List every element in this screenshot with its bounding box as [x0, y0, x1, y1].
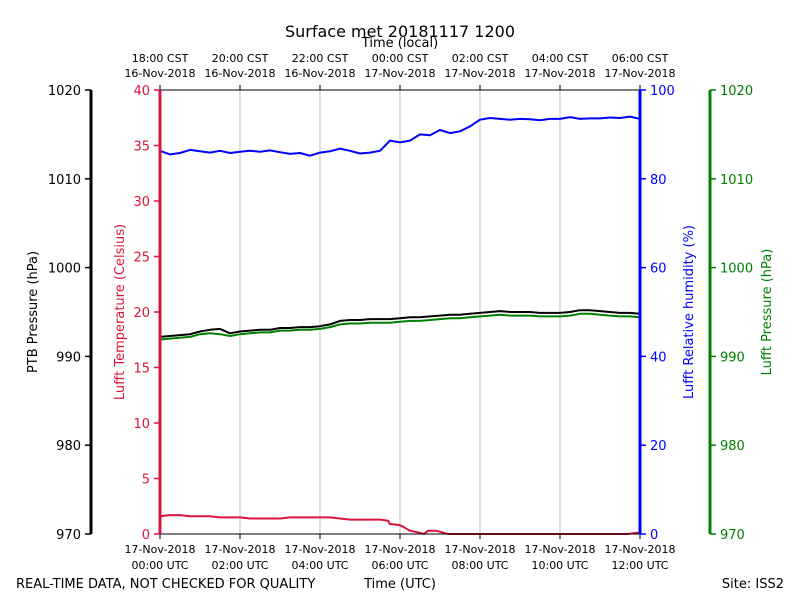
top-x-tick-label: 20:00 CST — [212, 52, 269, 65]
top-axis-label: Time (local) — [361, 36, 438, 51]
rh-tick-label: 40 — [650, 350, 667, 365]
lp-tick-label: 980 — [720, 439, 745, 454]
temp-axis-label: Lufft Temperature (Celsius) — [113, 224, 128, 400]
x-tick-label: 12:00 UTC — [611, 559, 668, 572]
series-layer — [159, 115, 641, 535]
temp-tick-label: 20 — [133, 306, 150, 321]
rh-tick-label: 0 — [650, 528, 658, 543]
bottom-axis-label: Time (UTC) — [363, 577, 436, 592]
temp-tick-label: 30 — [133, 195, 150, 210]
series-line — [159, 514, 640, 535]
top-x-tick-label: 04:00 CST — [532, 52, 589, 65]
top-x-tick-label: 16-Nov-2018 — [124, 67, 195, 80]
ptb-tick-label: 1020 — [48, 84, 81, 99]
lp-tick-label: 970 — [720, 528, 745, 543]
top-x-tick-label: 06:00 CST — [612, 52, 669, 65]
top-x-tick-label: 00:00 CST — [372, 52, 429, 65]
x-tick-label: 17-Nov-2018 — [204, 543, 275, 556]
lp-tick-label: 1010 — [720, 173, 753, 188]
temp-tick-label: 5 — [142, 473, 150, 488]
x-tick-label: 02:00 UTC — [211, 559, 268, 572]
top-x-tick-label: 02:00 CST — [452, 52, 509, 65]
rh-tick-label: 60 — [650, 262, 667, 277]
top-x-tick-label: 17-Nov-2018 — [604, 67, 675, 80]
top-x-tick-label: 18:00 CST — [132, 52, 189, 65]
series-line — [159, 309, 641, 338]
x-tick-label: 17-Nov-2018 — [524, 543, 595, 556]
rh-tick-label: 80 — [650, 173, 667, 188]
x-tick-label: 08:00 UTC — [451, 559, 508, 572]
series-line — [159, 312, 641, 341]
x-axis-ticks: 17-Nov-2018 00:00 UTC 17-Nov-2018 02:00 UTC… — [124, 52, 675, 572]
x-tick-label: 04:00 UTC — [291, 559, 348, 572]
lp-tick-label: 990 — [720, 350, 745, 365]
ptb-tick-label: 990 — [56, 350, 81, 365]
footer-left: REAL-TIME DATA, NOT CHECKED FOR QUALITY — [16, 577, 315, 592]
top-x-tick-label: 16-Nov-2018 — [284, 67, 355, 80]
x-tick-label: 17-Nov-2018 — [364, 543, 435, 556]
series-line — [159, 115, 641, 157]
top-x-tick-label: 17-Nov-2018 — [524, 67, 595, 80]
x-tick-label: 00:00 UTC — [131, 559, 188, 572]
x-tick-label: 17-Nov-2018 — [124, 543, 195, 556]
x-tick-label: 10:00 UTC — [531, 559, 588, 572]
x-tick-label: 17-Nov-2018 — [284, 543, 355, 556]
ptb-tick-label: 1000 — [48, 262, 81, 277]
ptb-tick-label: 1010 — [48, 173, 81, 188]
x-tick-label: 17-Nov-2018 — [604, 543, 675, 556]
ptb-tick-label: 970 — [56, 528, 81, 543]
top-x-tick-label: 22:00 CST — [292, 52, 349, 65]
lp-tick-label: 1000 — [720, 262, 753, 277]
footer-right: Site: ISS2 — [722, 577, 784, 592]
top-x-tick-label: 16-Nov-2018 — [204, 67, 275, 80]
temp-tick-label: 25 — [133, 251, 150, 266]
lp-axis-label: Lufft Pressure (hPa) — [760, 249, 775, 376]
temp-tick-label: 15 — [133, 362, 150, 377]
temp-tick-label: 35 — [133, 140, 150, 155]
chart-title: Surface met 20181117 1200 — [285, 22, 515, 41]
ptb-axis-label: PTB Pressure (hPa) — [26, 251, 41, 373]
ptb-tick-label: 980 — [56, 439, 81, 454]
lp-tick-label: 1020 — [720, 84, 753, 99]
top-x-tick-label: 17-Nov-2018 — [444, 67, 515, 80]
temp-tick-label: 40 — [133, 84, 150, 99]
rh-tick-label: 100 — [650, 84, 675, 99]
x-tick-label: 17-Nov-2018 — [444, 543, 515, 556]
rh-tick-label: 20 — [650, 439, 667, 454]
top-x-tick-label: 17-Nov-2018 — [364, 67, 435, 80]
x-tick-label: 06:00 UTC — [371, 559, 428, 572]
temp-tick-label: 10 — [133, 417, 150, 432]
rh-axis-label: Lufft Relative humidity (%) — [682, 225, 697, 399]
temp-tick-label: 0 — [142, 528, 150, 543]
